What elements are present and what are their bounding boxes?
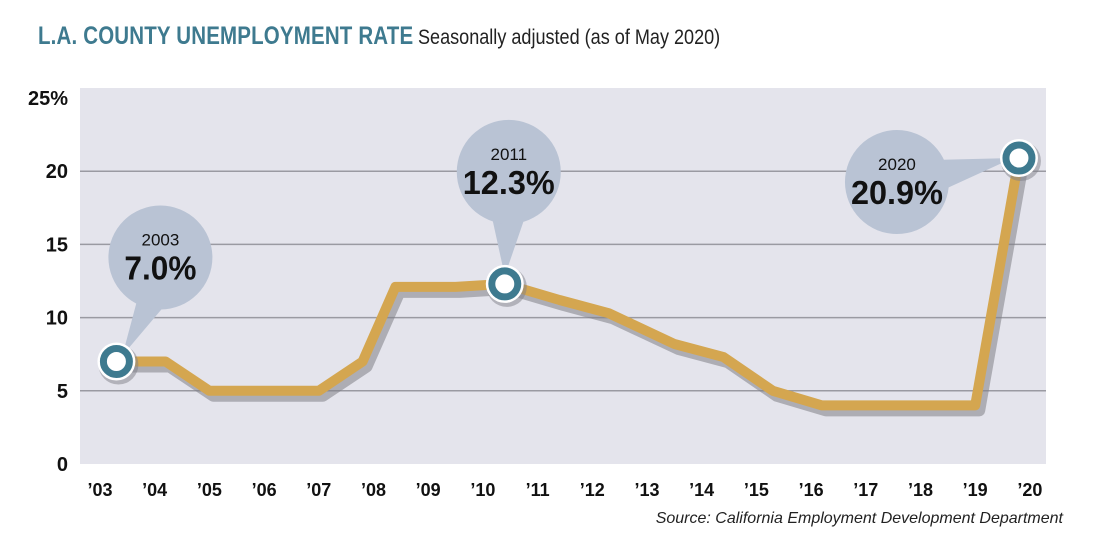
x-tick-label-2012: ’12 — [580, 480, 605, 500]
y-tick-label-5: 5 — [57, 381, 68, 403]
x-tick-label-2004: ’04 — [142, 480, 167, 500]
callout-tail-2020 — [932, 158, 1013, 191]
x-tick-label-2003: ’03 — [87, 480, 112, 500]
callout-bubble-2003 — [108, 205, 213, 310]
x-tick-label-2007: ’07 — [306, 480, 331, 500]
x-tick-label-2006: ’06 — [252, 480, 277, 500]
y-tick-label-0: 0 — [57, 454, 68, 476]
x-tick-label-2019: ’19 — [963, 480, 988, 500]
y-tick-label-25: 25% — [28, 88, 68, 110]
x-axis-ticks: ’03 ’04 ’05 ’06 ’07 ’08 ’09 ’10 ’11 ’12 ’13 ’14 ’15 ’… — [87, 480, 1042, 500]
callout-value-2003: 7.0% — [124, 250, 196, 287]
y-axis-ticks: 0 5 10 15 20 25% — [28, 88, 68, 476]
series-line — [116, 157, 1024, 411]
source-note: Source: California Employment Developmen… — [655, 510, 1063, 527]
callout-tail-2011 — [490, 211, 527, 276]
x-tick-label-2009: ’09 — [416, 480, 441, 500]
chart-subtitle: Seasonally adjusted (as of May 2020) — [418, 26, 721, 49]
x-tick-label-2018: ’18 — [908, 480, 933, 500]
x-tick-label-2016: ’16 — [799, 480, 824, 500]
callout-bubble-2011 — [456, 119, 561, 224]
marker-ring-2011 — [488, 267, 522, 301]
y-tick-label-10: 10 — [46, 308, 68, 330]
x-tick-label-2008: ’08 — [361, 480, 386, 500]
callout-year-2020: 2020 — [878, 155, 916, 174]
x-tick-label-2020: ’20 — [1017, 480, 1042, 500]
x-tick-label-2011: ’11 — [526, 480, 550, 500]
x-tick-label-2013: ’13 — [634, 480, 659, 500]
marker-ring-2003 — [99, 345, 133, 379]
x-tick-label-2017: ’17 — [853, 480, 878, 500]
callout-value-2020: 20.9% — [851, 174, 943, 211]
x-tick-label-2014: ’14 — [689, 480, 714, 500]
y-tick-label-15: 15 — [46, 234, 68, 256]
callout-tail-2003 — [122, 295, 167, 356]
callout-bubble-2020 — [844, 130, 949, 235]
callout-year-2003: 2003 — [141, 231, 179, 250]
callout-year-2011: 2011 — [490, 145, 527, 164]
chart-title: L.A. COUNTY UNEMPLOYMENT RATE — [38, 22, 414, 50]
title-wrap: L.A. COUNTY UNEMPLOYMENT RATE — [38, 22, 496, 51]
x-tick-label-2010: ’10 — [470, 480, 495, 500]
callout-value-2011: 12.3% — [463, 164, 555, 201]
y-tick-label-20: 20 — [46, 161, 68, 183]
x-tick-label-2005: ’05 — [197, 480, 222, 500]
marker-ring-2020 — [1002, 141, 1036, 175]
x-tick-label-2015: ’15 — [744, 480, 769, 500]
